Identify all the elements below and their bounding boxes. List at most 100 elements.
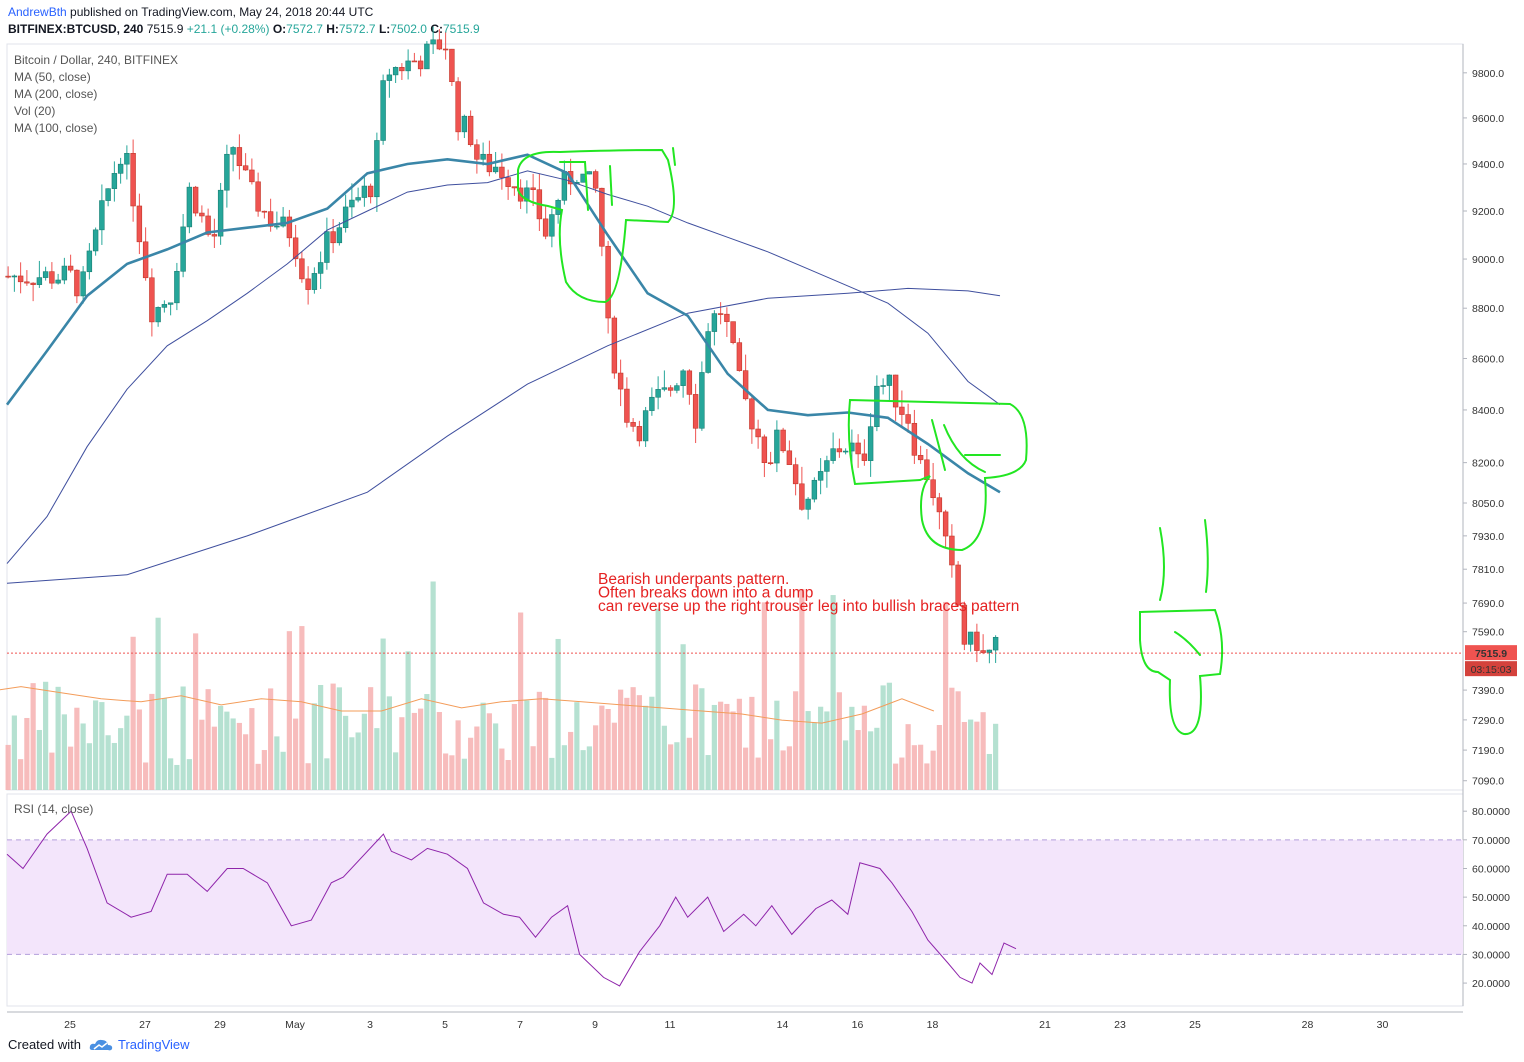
volume-bar xyxy=(230,718,236,790)
volume-bar xyxy=(11,715,17,790)
volume-bar xyxy=(199,719,205,790)
volume-bar xyxy=(455,720,461,790)
rsi-tick-label: 40.0000 xyxy=(1472,921,1510,933)
candle-body xyxy=(686,370,693,395)
volume-bar xyxy=(43,681,49,790)
candle-body xyxy=(980,650,986,653)
timer-badge-bg xyxy=(1465,661,1517,677)
candle-body xyxy=(417,60,424,70)
candle-body xyxy=(817,471,824,481)
candle-body xyxy=(305,278,311,290)
volume-bar xyxy=(968,719,974,790)
candle-body xyxy=(42,271,49,278)
candle-body xyxy=(111,173,118,189)
volume-bar xyxy=(24,717,30,790)
volume-bar xyxy=(661,725,667,790)
volume-bar xyxy=(580,750,586,790)
tradingview-link[interactable]: TradingView xyxy=(89,1037,190,1052)
candle-body xyxy=(361,185,368,198)
volume-bar xyxy=(180,686,186,790)
volume-bar xyxy=(524,700,530,790)
volume-bar xyxy=(855,730,861,790)
candle-body xyxy=(261,210,268,213)
candle-body xyxy=(192,186,199,214)
candle-body xyxy=(330,231,336,244)
candle-body xyxy=(67,265,74,271)
time-tick-label: 23 xyxy=(1114,1019,1126,1030)
chart-canvas[interactable]: Bitcoin / Dollar, 240, BITFINEX MA (50, c… xyxy=(0,0,1524,1030)
volume-bar xyxy=(574,702,580,790)
volume-bar xyxy=(430,581,436,790)
candle-body xyxy=(311,273,318,290)
open-value: 7572.7 xyxy=(286,22,323,36)
volume-bar xyxy=(5,744,11,790)
time-tick-label: 11 xyxy=(665,1019,676,1030)
hand-drawn-marker xyxy=(559,161,613,211)
volume-bar xyxy=(918,744,924,790)
candle-body xyxy=(449,48,455,82)
candle-body xyxy=(599,187,605,247)
volume-bar xyxy=(605,709,611,790)
legend-item: Vol (20) xyxy=(14,104,55,118)
candle-body xyxy=(392,67,399,76)
price-tick-label: 9400.0 xyxy=(1472,159,1504,171)
candle-body xyxy=(236,147,243,167)
volume-bar xyxy=(330,683,336,790)
candle-body xyxy=(830,448,836,461)
candle-body xyxy=(836,448,843,453)
candle-body xyxy=(105,188,111,201)
volume-bar xyxy=(36,729,42,790)
volume-bar xyxy=(193,633,199,790)
volume-bar xyxy=(705,755,711,790)
volume-bar xyxy=(593,725,599,790)
volume-bar xyxy=(224,711,230,790)
hand-drawn-marker xyxy=(847,398,1028,552)
volume-bar xyxy=(736,698,742,790)
volume-bar xyxy=(443,753,449,790)
volume-bar xyxy=(86,743,92,790)
candle-body xyxy=(874,385,880,427)
candle-body xyxy=(724,313,730,322)
candle-body xyxy=(336,227,343,244)
price-tick-label: 9800.0 xyxy=(1472,68,1504,80)
brand-text[interactable]: TradingView xyxy=(117,1037,190,1052)
rsi-tick-label: 30.0000 xyxy=(1472,949,1510,961)
volume-bar xyxy=(561,745,567,790)
rsi-band xyxy=(7,839,1463,955)
volume-bar xyxy=(493,723,499,790)
candle-body xyxy=(811,479,818,500)
candle-body xyxy=(411,60,418,63)
volume-bars xyxy=(5,581,999,790)
candle-body xyxy=(986,649,993,653)
volume-bar xyxy=(818,706,824,790)
volume-bar xyxy=(693,684,699,790)
author-link[interactable]: AndrewBth xyxy=(8,5,67,19)
volume-bar xyxy=(174,764,180,790)
price-tick-label: 7090.0 xyxy=(1472,776,1504,788)
symbol-line: BITFINEX:BTCUSD, 240 7515.9 +21.1 (+0.28… xyxy=(8,22,480,36)
candles xyxy=(5,26,999,664)
candle-body xyxy=(174,270,180,304)
volume-bar xyxy=(749,696,755,790)
candle-body xyxy=(24,281,30,284)
volume-bar xyxy=(399,717,405,790)
low-value: 7502.0 xyxy=(390,22,427,36)
candle-body xyxy=(855,442,861,455)
volume-bar xyxy=(30,683,36,790)
volume-bar xyxy=(824,711,830,790)
time-tick-label: 28 xyxy=(1302,1019,1314,1030)
hand-drawn-marker xyxy=(931,419,1001,473)
candle-body xyxy=(255,181,261,212)
candle-body xyxy=(892,374,899,408)
volume-bar xyxy=(911,745,917,790)
volume-bar xyxy=(468,737,474,790)
candle-body xyxy=(5,275,11,278)
time-tick-label: 3 xyxy=(367,1019,373,1030)
candle-body xyxy=(955,564,961,606)
candle-body xyxy=(61,265,68,281)
price-tick-label: 7390.0 xyxy=(1472,685,1504,697)
ma100-line xyxy=(6,170,1001,564)
volume-bar xyxy=(68,746,74,790)
volume-bar xyxy=(774,700,780,790)
time-tick-label: 25 xyxy=(1189,1019,1201,1030)
